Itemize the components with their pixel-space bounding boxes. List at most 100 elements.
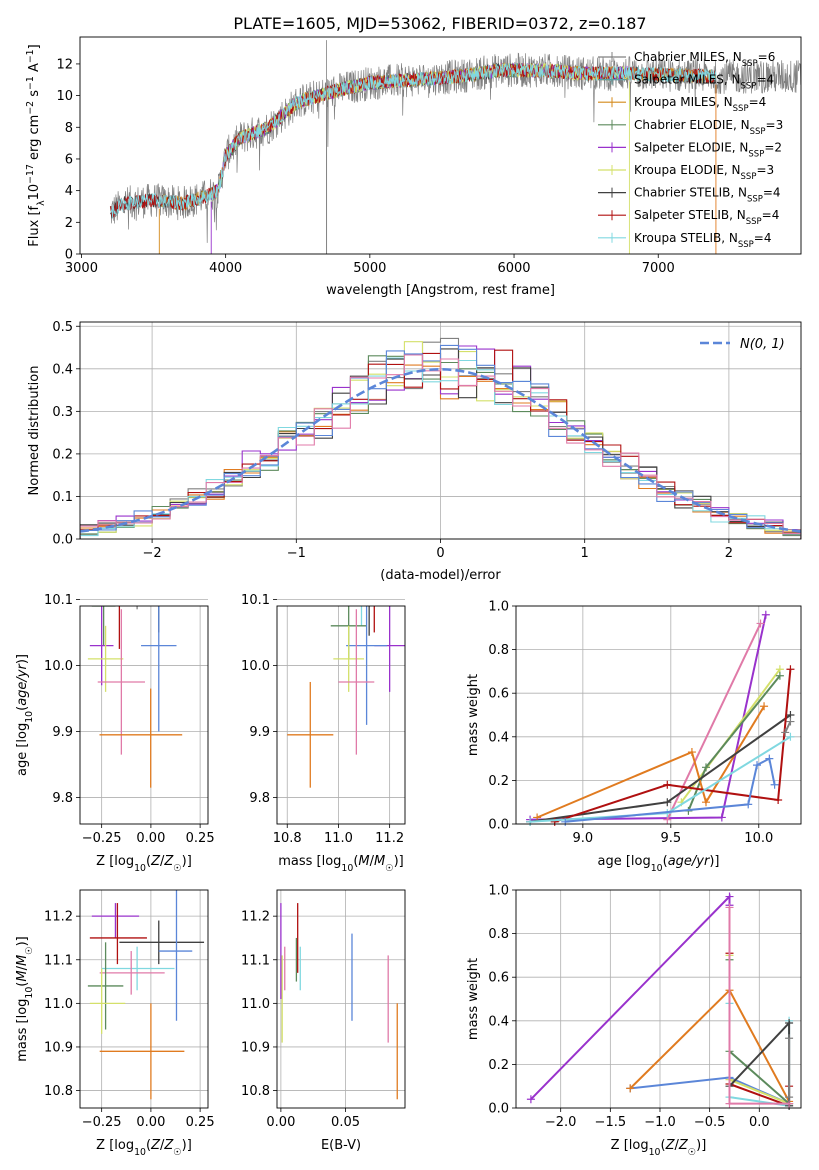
y-tick-label: 0.0: [52, 533, 73, 548]
label-part: −1: [25, 49, 36, 63]
legend-label: Salpeter ELODIE, NSSP=2: [634, 140, 782, 159]
label-part: ☉: [24, 946, 35, 954]
y-axis-label: Normed distribution: [27, 366, 42, 496]
age_vs_massweight-chart: 9.0 9.5 10.0 0.0 0.2 0.4 0.6 0.8 1.0 age [log10(a…: [466, 600, 802, 874]
massweight-marker: [761, 610, 770, 619]
massweight-line: [554, 669, 792, 823]
y-tick-label: 0.0: [488, 818, 509, 833]
label-part: 10: [649, 1147, 661, 1158]
label-part: /: [674, 1138, 679, 1153]
x-tick-label: 0.25: [186, 831, 215, 846]
label-part: )]: [394, 854, 404, 869]
y-tick-label: 10.9: [44, 1040, 73, 1055]
legend-label: Kroupa STELIB, NSSP=4: [634, 231, 772, 250]
x-tick-label: 4000: [209, 261, 242, 276]
label-part: (: [663, 854, 668, 869]
histogram-step: [80, 337, 801, 539]
massweight-marker: [702, 798, 710, 807]
massweight-marker: [663, 780, 672, 789]
massweight-marker: [756, 619, 765, 628]
y-tick-label: 0.2: [488, 1058, 509, 1073]
y-tick-label: 0.4: [488, 1014, 509, 1029]
label-part: (: [146, 1138, 151, 1153]
y-tick-label: 10.0: [241, 659, 270, 674]
y-tick-label: 9.9: [52, 725, 73, 740]
y-tick-label: 11.1: [241, 953, 270, 968]
axes-frame: [79, 605, 209, 825]
massweight-marker: [561, 817, 570, 826]
legend-label-n: =4: [749, 95, 767, 109]
legend-label-main: Kroupa MILES, N: [634, 95, 733, 109]
y-tick-label: 0.5: [52, 320, 73, 335]
label-part: /: [160, 854, 165, 869]
x-axis-label: Z [log10(Z/Z☉)]: [611, 1138, 707, 1158]
massweight-marker: [687, 748, 696, 757]
x-tick-label: −0.25: [82, 1115, 122, 1130]
label-part: /: [370, 854, 375, 869]
label-part: age [log: [15, 723, 30, 776]
label-part: (: [661, 1138, 666, 1153]
y-tick-label: 0.2: [52, 447, 73, 462]
label-part: (: [146, 854, 151, 869]
label-part: 10: [651, 863, 663, 874]
legend-label-main: Kroupa STELIB, N: [634, 231, 738, 245]
label-part: 10: [24, 711, 35, 723]
x-tick-label: 0.00: [136, 1115, 165, 1130]
y-tick-label: 12: [56, 57, 73, 72]
label-part: A: [27, 63, 42, 76]
label-part: 10: [134, 863, 146, 874]
massweight-marker: [626, 1084, 635, 1093]
label-part: 10: [27, 184, 42, 201]
label-part: Z: [163, 854, 174, 869]
massweight-marker: [702, 763, 710, 772]
massweight-line: [529, 714, 791, 823]
legend-label-sub: SSP: [742, 59, 758, 69]
massweight-marker: [744, 800, 753, 809]
label-part: −17: [25, 164, 36, 184]
label-part: ☉: [173, 863, 181, 874]
y-tick-label: 0.6: [488, 687, 509, 702]
y-axis-label: mass weight: [466, 674, 481, 756]
x-tick-label: −2: [143, 546, 162, 561]
massweight-marker: [786, 665, 795, 674]
legend-label-sub: SSP: [746, 217, 762, 227]
y-tick-label: 10: [56, 89, 73, 104]
x-axis-label: mass [log10(M/M☉)]: [278, 854, 404, 874]
y-tick-label: 10.1: [241, 593, 270, 608]
legend-label-n: =3: [756, 163, 774, 177]
y-tick-label: 0.4: [488, 730, 509, 745]
massweight-marker: [785, 1018, 794, 1027]
massweight-marker: [725, 903, 734, 912]
x-tick-label: 9.5: [660, 831, 681, 846]
label-part: −1: [25, 76, 36, 90]
x-tick-label: −1: [287, 546, 306, 561]
x-tick-label: 11.0: [324, 831, 353, 846]
massweight-line: [530, 614, 767, 821]
y-tick-label: 0.8: [488, 927, 509, 942]
label-part: 10: [134, 1147, 146, 1158]
residuals-chart: −2 −1 0 1 2 0.0 0.1 0.2 0.3 0.4 0.5 N(0, 1) (data-mo…: [27, 320, 802, 583]
spectrum-chart: 3000 4000 5000 6000 7000 0 2 4 6 8 10 12 Chabrier MI…: [25, 36, 802, 298]
axes-frame: [79, 36, 802, 255]
legend-label-sub: SSP: [738, 240, 754, 250]
ebv_vs_mass-chart: 0.00 0.05 10.8 10.9 11.0 11.1 11.2: [241, 889, 406, 1130]
label-part: )]: [182, 1138, 192, 1153]
x-tick-label: 6000: [497, 261, 530, 276]
legend-label-sub: SSP: [750, 127, 766, 137]
massweight-marker: [785, 1034, 794, 1043]
axes-frame: [79, 889, 209, 1109]
x-tick-label: 2: [725, 546, 733, 561]
y-tick-label: 0: [65, 248, 73, 263]
y-tick-label: 9.8: [249, 791, 270, 806]
massweight-marker: [774, 796, 783, 805]
y-tick-label: 0.2: [488, 774, 509, 789]
y-tick-label: 0.6: [488, 971, 509, 986]
axes-frame: [276, 889, 406, 1109]
label-part: ☉: [173, 1147, 181, 1158]
x-tick-label: 1: [581, 546, 589, 561]
label-part: 10: [341, 863, 353, 874]
legend-label-main: Chabrier MILES, N: [634, 50, 742, 64]
